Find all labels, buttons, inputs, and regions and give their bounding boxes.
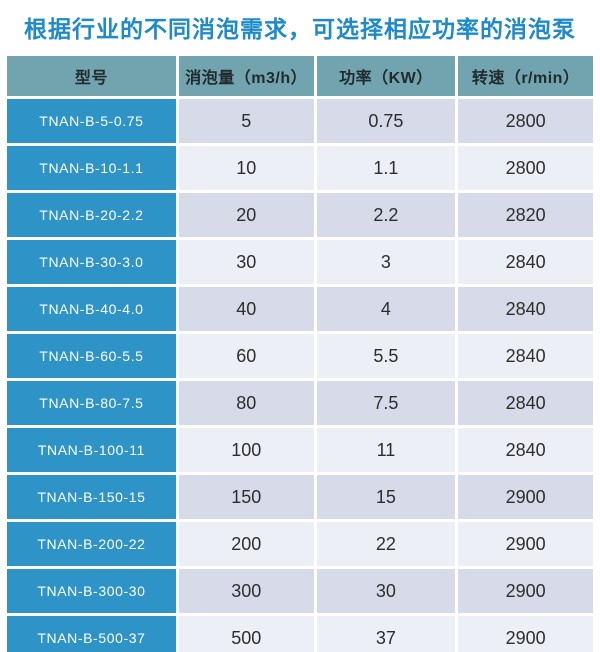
spec-table-body: TNAN-B-5-0.75 5 0.75 2800 TNAN-B-10-1.1 …	[7, 99, 593, 652]
table-row: TNAN-B-60-5.5 60 5.5 2840	[7, 334, 593, 378]
power-cell: 37	[316, 616, 456, 652]
speed-cell: 2840	[458, 334, 593, 378]
model-cell: TNAN-B-80-7.5	[7, 381, 176, 425]
capacity-cell: 40	[178, 287, 314, 331]
table-row: TNAN-B-300-30 300 30 2900	[7, 569, 593, 613]
spec-table-header: 型号 消泡量（m3/h） 功率（KW） 转速（r/min）	[7, 56, 593, 96]
spec-table: 型号 消泡量（m3/h） 功率（KW） 转速（r/min） TNAN-B-5-0…	[4, 53, 596, 652]
power-cell: 1.1	[316, 146, 456, 190]
capacity-cell: 5	[178, 99, 314, 143]
table-row: TNAN-B-500-37 500 37 2900	[7, 616, 593, 652]
speed-cell: 2820	[458, 193, 593, 237]
power-cell: 15	[316, 475, 456, 519]
speed-cell: 2840	[458, 240, 593, 284]
model-cell: TNAN-B-200-22	[7, 522, 176, 566]
power-cell: 22	[316, 522, 456, 566]
table-row: TNAN-B-80-7.5 80 7.5 2840	[7, 381, 593, 425]
header-row: 型号 消泡量（m3/h） 功率（KW） 转速（r/min）	[7, 56, 593, 96]
model-cell: TNAN-B-300-30	[7, 569, 176, 613]
capacity-cell: 300	[178, 569, 314, 613]
capacity-cell: 20	[178, 193, 314, 237]
header-speed: 转速（r/min）	[458, 56, 593, 96]
model-cell: TNAN-B-500-37	[7, 616, 176, 652]
model-cell: TNAN-B-100-11	[7, 428, 176, 472]
table-row: TNAN-B-10-1.1 10 1.1 2800	[7, 146, 593, 190]
model-cell: TNAN-B-5-0.75	[7, 99, 176, 143]
page-title: 根据行业的不同消泡需求，可选择相应功率的消泡泵	[24, 16, 576, 42]
table-row: TNAN-B-200-22 200 22 2900	[7, 522, 593, 566]
model-cell: TNAN-B-10-1.1	[7, 146, 176, 190]
model-cell: TNAN-B-30-3.0	[7, 240, 176, 284]
speed-cell: 2840	[458, 381, 593, 425]
speed-cell: 2900	[458, 475, 593, 519]
table-row: TNAN-B-40-4.0 40 4 2840	[7, 287, 593, 331]
power-cell: 4	[316, 287, 456, 331]
power-cell: 0.75	[316, 99, 456, 143]
speed-cell: 2900	[458, 522, 593, 566]
capacity-cell: 80	[178, 381, 314, 425]
power-cell: 2.2	[316, 193, 456, 237]
speed-cell: 2840	[458, 428, 593, 472]
table-row: TNAN-B-100-11 100 11 2840	[7, 428, 593, 472]
table-row: TNAN-B-30-3.0 30 3 2840	[7, 240, 593, 284]
model-cell: TNAN-B-150-15	[7, 475, 176, 519]
header-model: 型号	[7, 56, 176, 96]
table-row: TNAN-B-150-15 150 15 2900	[7, 475, 593, 519]
capacity-cell: 200	[178, 522, 314, 566]
capacity-cell: 30	[178, 240, 314, 284]
model-cell: TNAN-B-40-4.0	[7, 287, 176, 331]
capacity-cell: 100	[178, 428, 314, 472]
power-cell: 7.5	[316, 381, 456, 425]
model-cell: TNAN-B-20-2.2	[7, 193, 176, 237]
power-cell: 3	[316, 240, 456, 284]
capacity-cell: 60	[178, 334, 314, 378]
capacity-cell: 500	[178, 616, 314, 652]
speed-cell: 2800	[458, 146, 593, 190]
speed-cell: 2840	[458, 287, 593, 331]
header-capacity: 消泡量（m3/h）	[178, 56, 314, 96]
speed-cell: 2800	[458, 99, 593, 143]
capacity-cell: 150	[178, 475, 314, 519]
table-row: TNAN-B-20-2.2 20 2.2 2820	[7, 193, 593, 237]
power-cell: 5.5	[316, 334, 456, 378]
power-cell: 11	[316, 428, 456, 472]
speed-cell: 2900	[458, 616, 593, 652]
header-power: 功率（KW）	[316, 56, 456, 96]
speed-cell: 2900	[458, 569, 593, 613]
table-row: TNAN-B-5-0.75 5 0.75 2800	[7, 99, 593, 143]
model-cell: TNAN-B-60-5.5	[7, 334, 176, 378]
power-cell: 30	[316, 569, 456, 613]
capacity-cell: 10	[178, 146, 314, 190]
